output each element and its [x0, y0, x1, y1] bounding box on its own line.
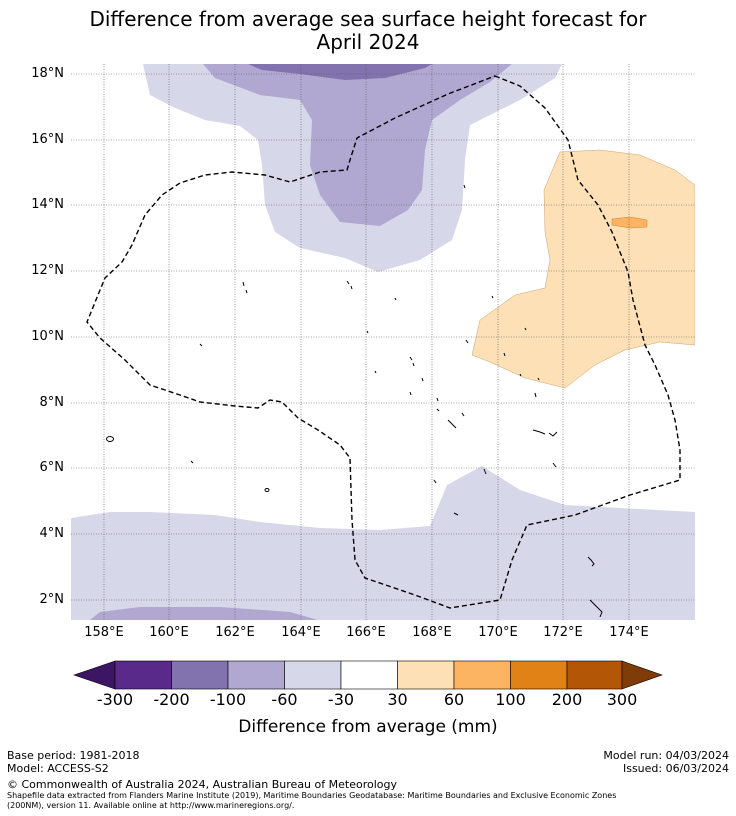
lat-label-16n: 16°N — [31, 132, 64, 147]
colorbar-title: Difference from average (mm) — [238, 717, 498, 737]
colorbar-bin-6 — [397, 660, 455, 690]
anomaly-region-north-medium — [203, 64, 512, 226]
lon-label-166e: 166°E — [346, 625, 386, 640]
colorbar-extend-low — [73, 660, 116, 690]
gridlines — [71, 64, 695, 620]
colorbar-tick-label: -200 — [153, 690, 190, 709]
colorbar-bin-1 — [114, 660, 172, 690]
lat-label-18n: 18°N — [31, 66, 64, 81]
colorbar-tick-label: 100 — [495, 690, 526, 709]
anomaly-region-east-strong — [611, 216, 648, 229]
lon-label-162e: 162°E — [215, 625, 255, 640]
anomaly-region-north-dark — [248, 64, 432, 80]
lat-label-8n: 8°N — [39, 395, 65, 410]
lon-label-160e: 160°E — [149, 625, 189, 640]
colorbar-tick-label: -300 — [96, 690, 134, 709]
title-line-1: Difference from average sea surface heig… — [89, 7, 647, 31]
colorbar-bin-8 — [510, 660, 568, 690]
anomaly-region-south-light — [71, 466, 695, 620]
lat-label-12n: 12°N — [31, 263, 64, 278]
lon-label-170e: 170°E — [478, 625, 518, 640]
lon-label-168e: 168°E — [412, 625, 452, 640]
title-line-2: April 2024 — [316, 30, 420, 54]
colorbar — [73, 660, 663, 690]
colorbar-bin-5 — [340, 660, 398, 690]
issued-date: Issued: 06/03/2024 — [622, 762, 729, 775]
colorbar-bin-3 — [227, 660, 285, 690]
islands — [106, 184, 603, 618]
colorbar-tick-label: -30 — [327, 690, 355, 709]
colorbar-bin-4 — [284, 660, 342, 690]
lon-label-164e: 164°E — [281, 625, 321, 640]
colorbar-tick-label: 30 — [387, 690, 408, 709]
copyright-notice: © Commonwealth of Australia 2024, Austra… — [7, 778, 397, 791]
lat-label-4n: 4°N — [39, 526, 65, 541]
lon-label-158e: 158°E — [84, 625, 124, 640]
lat-label-14n: 14°N — [31, 197, 64, 212]
colorbar-bin-2 — [171, 660, 229, 690]
colorbar-tick-label: 60 — [443, 690, 465, 709]
colorbar-bin-9 — [566, 660, 623, 690]
anomaly-region-south-medium — [90, 607, 318, 620]
shapefile-attribution-line-2: (200NM), version 11. Available online at… — [7, 801, 295, 810]
map-plot-area — [71, 64, 695, 620]
colorbar-bin-7 — [453, 660, 511, 690]
colorbar-tick-label: 300 — [606, 690, 638, 709]
map-title: Difference from average sea surface heig… — [0, 8, 736, 54]
eez-boundary — [86, 75, 681, 609]
colorbar-tick-label: -60 — [271, 690, 298, 709]
shapefile-attribution-line-1: Shapefile data extracted from Flanders M… — [7, 791, 617, 800]
colorbar-tick-label: -100 — [209, 690, 247, 709]
lat-label-2n: 2°N — [39, 592, 65, 607]
colorbar-tick-label: 200 — [551, 690, 583, 709]
base-period: Base period: 1981-2018 — [7, 749, 140, 762]
model-run-date: Model run: 04/03/2024 — [603, 749, 729, 762]
colorbar-extend-high — [621, 660, 663, 690]
lon-label-174e: 174°E — [609, 625, 649, 640]
lon-label-172e: 172°E — [543, 625, 583, 640]
model-name: Model: ACCESS-S2 — [7, 762, 109, 775]
lat-label-6n: 6°N — [39, 460, 65, 475]
anomaly-region-east-positive — [471, 149, 695, 389]
lat-label-10n: 10°N — [31, 329, 64, 344]
